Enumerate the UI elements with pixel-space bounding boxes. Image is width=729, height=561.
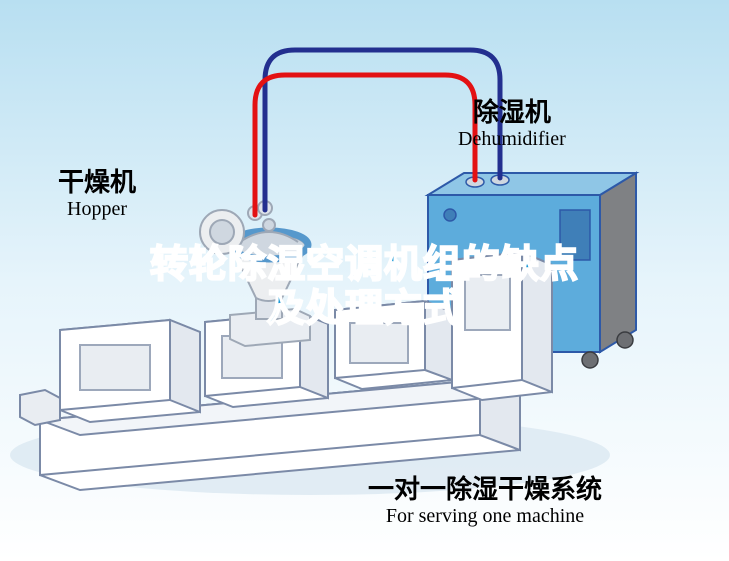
overlay-line1: 转轮除湿空调机组的缺点 [0, 244, 729, 288]
overlay-line2: 及处理方式 [0, 288, 729, 332]
label-hopper: 干燥机 Hopper [58, 168, 136, 221]
label-dehumidifier: 除湿机 Dehumidifier [458, 98, 566, 151]
system-en: For serving one machine [368, 505, 602, 528]
overlay-title: 转轮除湿空调机组的缺点 及处理方式 [0, 244, 729, 331]
dehumidifier-cn: 除湿机 [458, 98, 566, 128]
hopper-cn: 干燥机 [58, 168, 136, 198]
hopper-en: Hopper [58, 198, 136, 221]
system-cn: 一对一除湿干燥系统 [368, 475, 602, 505]
dehumidifier-en: Dehumidifier [458, 128, 566, 151]
label-system: 一对一除湿干燥系统 For serving one machine [368, 475, 602, 528]
